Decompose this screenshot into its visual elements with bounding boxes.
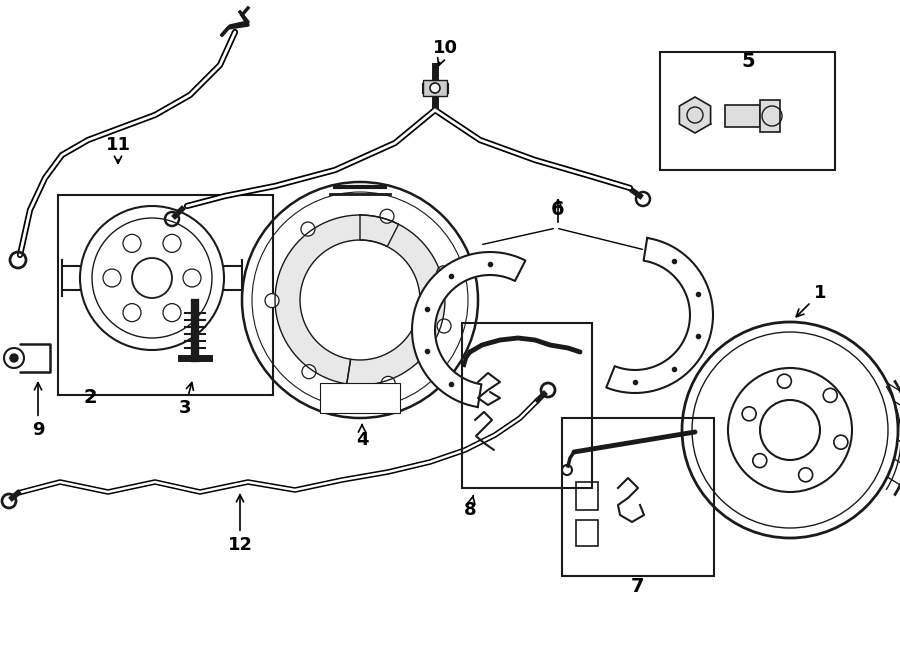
Circle shape [163, 303, 181, 322]
Text: 4: 4 [356, 424, 368, 449]
Circle shape [301, 222, 315, 236]
Bar [576, 520, 598, 546]
Text: 2: 2 [83, 388, 97, 407]
Text: 8: 8 [464, 495, 476, 519]
Circle shape [183, 269, 201, 287]
Circle shape [265, 293, 279, 307]
Bar [562, 418, 714, 576]
Circle shape [437, 319, 451, 333]
Circle shape [163, 235, 181, 253]
Text: 5: 5 [742, 52, 755, 71]
Polygon shape [412, 252, 526, 407]
Text: 12: 12 [228, 494, 253, 554]
Bar [660, 52, 835, 170]
Polygon shape [346, 215, 445, 385]
Text: 10: 10 [433, 39, 457, 65]
Text: 6: 6 [551, 200, 565, 219]
Polygon shape [607, 238, 713, 393]
Circle shape [92, 218, 212, 338]
Circle shape [103, 269, 121, 287]
Circle shape [252, 192, 468, 408]
Circle shape [436, 266, 451, 280]
Bar [462, 323, 592, 488]
Circle shape [292, 232, 428, 368]
Circle shape [430, 83, 440, 93]
Text: 7: 7 [630, 577, 644, 596]
Circle shape [380, 210, 394, 223]
Circle shape [10, 354, 18, 362]
Circle shape [382, 376, 395, 391]
Circle shape [132, 258, 172, 298]
Circle shape [123, 235, 141, 253]
Bar [760, 100, 780, 132]
Bar [423, 80, 447, 96]
Circle shape [123, 303, 141, 322]
Text: 9: 9 [32, 383, 44, 439]
Polygon shape [680, 97, 711, 133]
Bar [576, 482, 598, 510]
Circle shape [242, 182, 478, 418]
Circle shape [80, 206, 224, 350]
Bar [725, 105, 760, 127]
Circle shape [322, 262, 398, 338]
Text: 1: 1 [796, 284, 826, 317]
Bar [58, 195, 273, 395]
Bar [320, 383, 400, 413]
Text: 3: 3 [179, 383, 194, 417]
Circle shape [302, 365, 316, 379]
Text: 11: 11 [105, 136, 130, 163]
Polygon shape [275, 215, 399, 384]
